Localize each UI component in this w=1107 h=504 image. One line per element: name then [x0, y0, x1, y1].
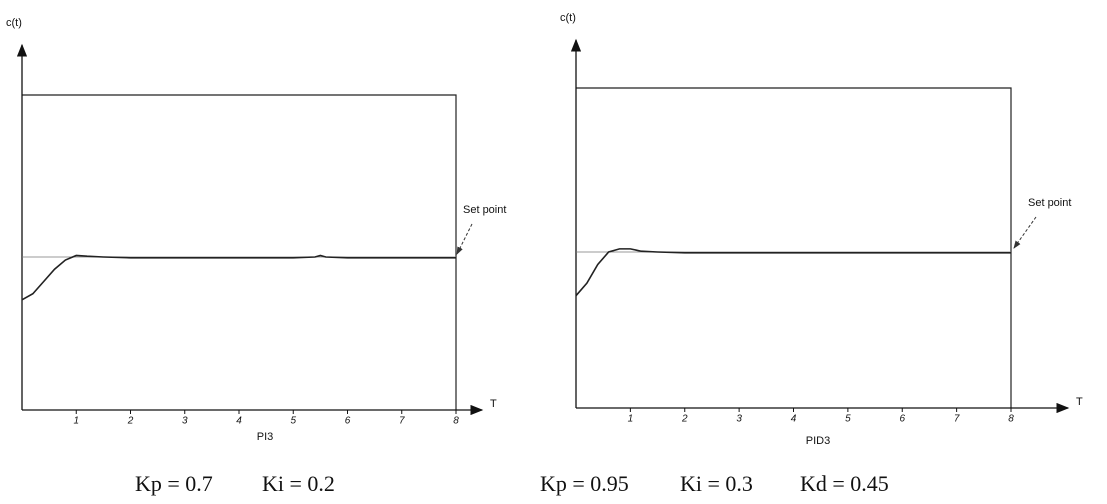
caption: PI3 — [257, 431, 274, 443]
response-line — [21, 254, 456, 301]
x-tick-label: 8 — [1008, 414, 1014, 425]
x-tick-label: 2 — [127, 416, 134, 427]
y-axis-label: c(t) — [6, 17, 22, 29]
x-tick-label: 7 — [954, 414, 960, 425]
x-tick-label: 5 — [845, 414, 851, 425]
frame — [22, 94, 457, 410]
parameter: Kp = 0.95 — [540, 471, 629, 496]
x-tick-label: 7 — [399, 416, 405, 427]
x-tick-label: 1 — [628, 414, 634, 425]
setpoint-label: Set point — [463, 204, 506, 216]
x-tick-label: 6 — [899, 414, 905, 425]
x-tick-label: 5 — [290, 416, 296, 427]
parameter: Kd = 0.45 — [800, 471, 889, 496]
y-axis-label: c(t) — [560, 12, 576, 24]
x-axis-label: T — [490, 398, 497, 410]
response-line — [575, 248, 1011, 297]
frame — [576, 87, 1012, 408]
x-tick-label: 4 — [791, 414, 797, 425]
parameter: Ki = 0.3 — [680, 471, 753, 496]
x-tick-label: 4 — [236, 416, 242, 427]
x-tick-label: 8 — [453, 416, 459, 427]
x-tick-label: 6 — [345, 416, 351, 427]
setpoint-label: Set point — [1028, 197, 1071, 209]
parameter: Kp = 0.7 — [135, 471, 213, 496]
x-tick-label: 1 — [73, 416, 79, 427]
x-tick-label: 3 — [736, 414, 742, 425]
x-axis-label: T — [1076, 396, 1083, 408]
x-tick-label: 3 — [182, 416, 188, 427]
setpoint-arrow — [456, 223, 473, 255]
parameter: Ki = 0.2 — [262, 471, 335, 496]
x-tick-label: 2 — [681, 414, 688, 425]
caption: PID3 — [806, 435, 830, 447]
setpoint-arrow — [1013, 216, 1037, 249]
